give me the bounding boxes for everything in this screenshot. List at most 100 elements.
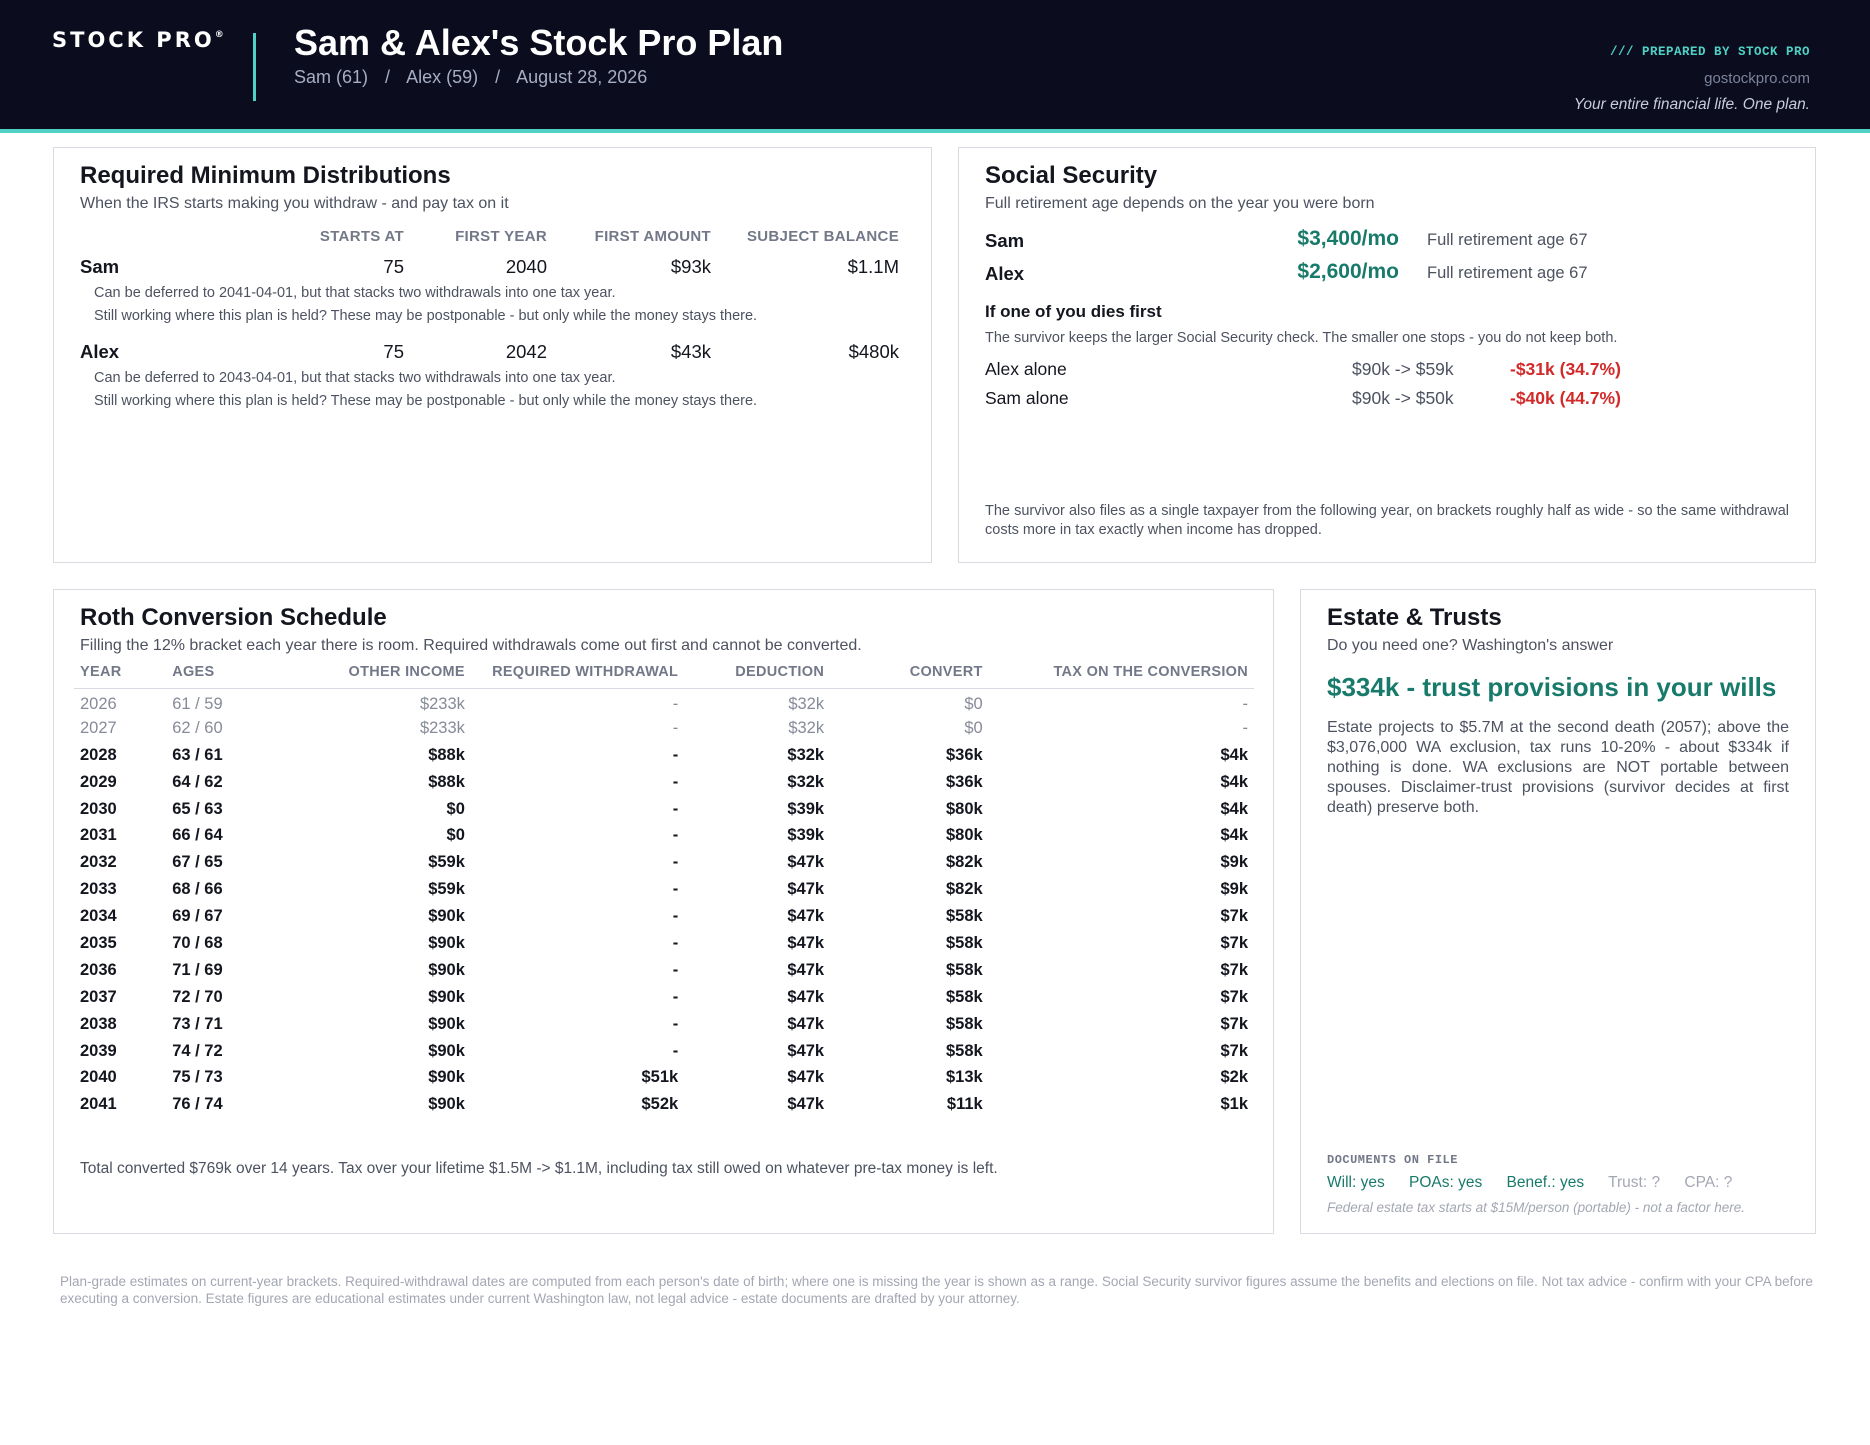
roth-tax: $1k [1220,1095,1248,1114]
table-row: 2040 75 / 73 $90k $51k $47k $13k $2k [74,1064,1254,1091]
roth-convert: $58k [945,1014,983,1033]
table-row: 2033 68 / 66 $59k - $47k $82k $9k [74,876,1254,903]
roth-tax: - [1242,718,1249,737]
plan-title: Sam & Alex's Stock Pro Plan [294,22,784,63]
ss-full-retirement-age: Full retirement age 67 [1427,264,1588,282]
roth-convert: $80k [945,826,983,845]
roth-ages: 74 / 72 [172,1041,223,1060]
roth-required-withdrawal: - [672,826,679,845]
roth-required-withdrawal: - [672,853,679,872]
table-row: 2027 62 / 60 $233k - $32k $0 - [74,715,1254,742]
roth-tax: - [1242,694,1249,713]
roth-required-withdrawal: - [672,960,679,979]
survivor-scenario-label: Sam alone [985,388,1069,408]
roth-year: 2037 [80,987,117,1006]
rmd-deferral-note: Can be deferred to 2041-04-01, but that … [94,285,616,301]
roth-year: 2036 [80,960,117,979]
roth-year: 2026 [80,694,117,713]
roth-tax: $7k [1220,987,1248,1006]
rmd-working-note: Still working where this plan is held? T… [94,393,758,409]
roth-deduction: $47k [787,1041,825,1060]
rmd-subject-balance: $1.1M [847,256,899,277]
table-row: 2039 74 / 72 $90k - $47k $58k $7k [74,1038,1254,1065]
roth-convert: $82k [945,880,983,899]
rmd-subtitle: When the IRS starts making you withdraw … [80,195,509,212]
estate-card: Estate & Trusts Do you need one? Washing… [1300,589,1816,1234]
roth-year: 2031 [80,826,117,845]
roth-ages: 70 / 68 [172,933,223,952]
disclaimer: Plan-grade estimates on current-year bra… [60,1274,1813,1306]
separator: / [495,67,501,87]
survivor-text: The survivor keeps the larger Social Sec… [985,330,1618,346]
roth-convert: $58k [945,987,983,1006]
roth-required-withdrawal: - [672,718,679,737]
rmd-first-year: 2042 [505,341,547,362]
roth-deduction: $47k [787,1068,825,1087]
roth-year: 2041 [80,1095,117,1114]
roth-tax: $4k [1220,772,1248,791]
col-subject-balance: SUBJECT BALANCE [746,228,899,245]
roth-required-withdrawal: - [672,907,679,926]
estate-subtitle: Do you need one? Washington's answer [1327,637,1614,654]
roth-required-withdrawal: - [672,799,679,818]
stock-pro-logo[interactable]: STOCK PRO® [52,28,224,52]
roth-year: 2038 [80,1014,117,1033]
roth-deduction: $47k [787,880,825,899]
table-row: 2035 70 / 68 $90k - $47k $58k $7k [74,930,1254,957]
roth-convert: $58k [945,907,983,926]
roth-table: YEAR AGES OTHER INCOME REQUIRED WITHDRAW… [74,662,1254,1118]
roth-convert: $58k [945,1041,983,1060]
doc-beneficiary: Benef.: yes [1506,1174,1585,1191]
survivor-income-loss: -$31k (34.7%) [1510,359,1621,379]
roth-required-withdrawal: $52k [641,1095,679,1114]
survivor-scenario-label: Alex alone [985,359,1067,379]
ss-title: Social Security [985,162,1158,189]
roth-required-withdrawal: - [672,1041,679,1060]
ss-benefit-amount: $3,400/mo [1297,227,1399,250]
header-divider [253,33,256,101]
roth-other-income: $90k [428,1095,465,1114]
roth-deduction: $47k [787,960,825,979]
rmd-starts-at: 75 [383,256,404,277]
roth-tax: $7k [1220,960,1248,979]
rmd-title: Required Minimum Distributions [80,162,451,189]
estate-title: Estate & Trusts [1327,604,1502,631]
table-row: 2041 76 / 74 $90k $52k $47k $11k $1k [74,1091,1254,1118]
roth-deduction: $39k [787,826,825,845]
roth-required-withdrawal: - [672,880,679,899]
roth-ages: 61 / 59 [172,694,223,713]
page-header: STOCK PRO® Sam & Alex's Stock Pro Plan S… [0,0,1870,133]
table-row: 2036 71 / 69 $90k - $47k $58k $7k [74,957,1254,984]
roth-summary: Total converted $769k over 14 years. Tax… [80,1160,998,1177]
col-convert: CONVERT [830,662,989,689]
roth-ages: 64 / 62 [172,772,223,791]
roth-other-income: $88k [428,772,465,791]
roth-other-income: $90k [428,960,465,979]
roth-ages: 62 / 60 [172,718,223,737]
ss-benefit-amount: $2,600/mo [1297,260,1399,283]
roth-conversion-card: Roth Conversion Schedule Filling the 12%… [53,589,1274,1234]
roth-required-withdrawal: - [672,933,679,952]
roth-other-income: $90k [428,1041,465,1060]
site-link[interactable]: gostockpro.com [1704,70,1810,87]
rmd-first-amount: $93k [670,256,711,277]
survivor-income-loss: -$40k (44.7%) [1510,388,1621,408]
survivor-heading: If one of you dies first [985,302,1162,321]
roth-tax: $7k [1220,933,1248,952]
roth-year: 2029 [80,772,117,791]
col-deduction: DEDUCTION [684,662,831,689]
roth-deduction: $47k [787,853,825,872]
roth-tax: $7k [1220,1041,1248,1060]
ss-full-retirement-age: Full retirement age 67 [1427,231,1588,249]
doc-will: Will: yes [1327,1174,1385,1191]
roth-deduction: $32k [788,718,825,737]
roth-year: 2034 [80,907,117,926]
roth-year: 2040 [80,1068,117,1087]
col-year: YEAR [74,662,167,689]
roth-required-withdrawal: - [672,987,679,1006]
table-row: 2026 61 / 59 $233k - $32k $0 - [74,688,1254,715]
roth-convert: $82k [945,853,983,872]
doc-poas: POAs: yes [1409,1174,1483,1191]
roth-convert: $58k [945,933,983,952]
roth-ages: 76 / 74 [172,1095,223,1114]
